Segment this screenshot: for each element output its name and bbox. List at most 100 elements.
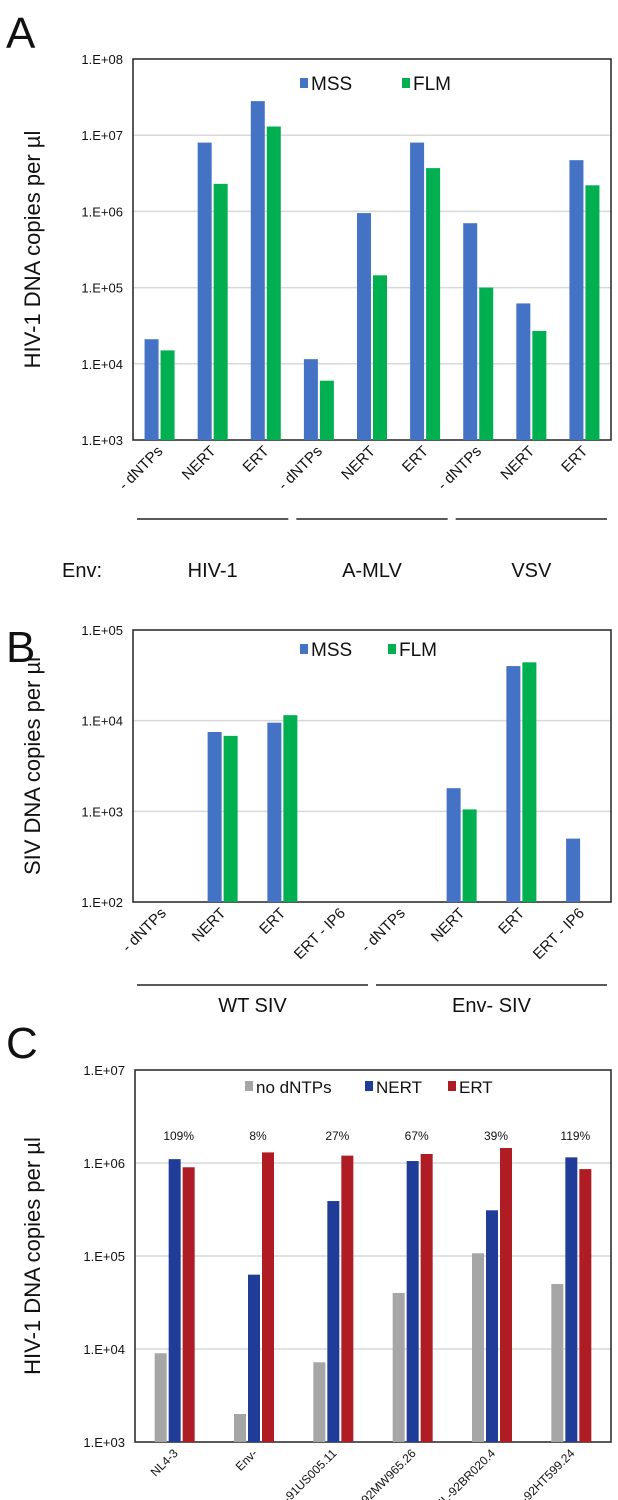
bar-ert [420, 1153, 433, 1442]
bar-flm [160, 350, 175, 440]
bar-no-dntps [154, 1353, 167, 1442]
x-tick-label: NERT [338, 443, 379, 484]
legend-label: MSS [311, 74, 352, 95]
bar-nert [327, 1201, 340, 1442]
bar-ert [341, 1155, 354, 1442]
x-tick-label: - dNTPs [434, 443, 485, 494]
x-tick-label: Env- [233, 1446, 260, 1473]
y-tick-label: 1.E+06 [83, 1156, 125, 1171]
bar-flm [522, 662, 537, 902]
bar-flm [585, 185, 600, 440]
y-tick-label: 1.E+03 [81, 433, 123, 448]
bar-mss [516, 303, 531, 440]
legend-label: FLM [413, 74, 451, 95]
x-tick-label: - dNTPs [275, 443, 326, 494]
x-tick-label: NL-91US005.11 [269, 1446, 339, 1500]
group-prefix-label: Env: [62, 560, 102, 582]
percent-annotation: 39% [484, 1129, 508, 1143]
x-tick-label: NL-92HT599.24 [507, 1446, 578, 1500]
bar-flm [223, 735, 238, 902]
y-tick-label: 1.E+05 [81, 623, 123, 638]
bar-mss [410, 142, 425, 441]
bar-no-dntps [472, 1253, 484, 1442]
x-tick-label: ERT [240, 443, 273, 476]
x-tick-label: NERT [428, 905, 469, 946]
bar-no-dntps [551, 1283, 564, 1442]
x-tick-label: ERT [256, 905, 289, 938]
legend-label: FLM [399, 640, 437, 661]
bar-nert [248, 1274, 260, 1442]
bar-flm [532, 330, 547, 440]
bar-flm [266, 126, 281, 440]
x-tick-label: ERT [399, 443, 432, 476]
y-axis-label: HIV-1 DNA copies per µl [20, 131, 45, 369]
x-tick-label: ERT [558, 443, 591, 476]
plot-frame [132, 58, 612, 441]
x-tick-label: ERT - IP6 [530, 905, 588, 963]
group-label: HIV-1 [188, 560, 238, 582]
plot-frame [132, 629, 612, 903]
group-label: Env- SIV [452, 995, 532, 1017]
bar-flm [283, 715, 298, 902]
panel-letter: A [6, 9, 36, 58]
bar-ert [182, 1167, 195, 1442]
x-tick-label: NERT [189, 905, 230, 946]
y-tick-label: 1.E+04 [83, 1342, 125, 1357]
x-tick-label: - dNTPs [115, 443, 166, 494]
percent-annotation: 8% [249, 1129, 267, 1143]
bar-mss [267, 722, 282, 902]
bar-mss [197, 142, 212, 441]
bar-flm [373, 275, 387, 440]
bar-mss [357, 213, 371, 440]
bar-no-dntps [313, 1362, 326, 1442]
bar-mss [446, 788, 461, 902]
x-tick-label: ERT [495, 905, 528, 938]
bar-ert [500, 1147, 512, 1442]
y-tick-label: 1.E+04 [81, 357, 123, 372]
x-tick-label: NERT [497, 443, 538, 484]
x-tick-label: - dNTPs [358, 905, 409, 956]
bar-ert [579, 1169, 592, 1442]
plot-frame [134, 1069, 612, 1443]
bar-flm [426, 168, 441, 440]
percent-annotation: 109% [163, 1129, 194, 1143]
bar-flm [462, 809, 477, 902]
legend-label: ERT [459, 1078, 493, 1097]
legend-label: no dNTPs [256, 1078, 332, 1097]
y-axis-label: HIV-1 DNA copies per µl [20, 1137, 45, 1375]
bar-mss [207, 731, 222, 902]
bar-mss [250, 101, 265, 440]
bar-mss [463, 223, 478, 440]
legend-swatch [402, 78, 410, 88]
bar-mss [506, 666, 521, 902]
y-axis-label: SIV DNA copies per µl [20, 657, 45, 875]
legend-swatch [388, 644, 396, 654]
bar-no-dntps [234, 1414, 246, 1442]
y-tick-label: 1.E+06 [81, 204, 123, 219]
bar-nert [565, 1157, 578, 1442]
bar-mss [303, 359, 318, 440]
legend-label: MSS [311, 640, 352, 661]
legend-swatch [448, 1081, 456, 1091]
legend-label: NERT [376, 1078, 422, 1097]
y-tick-label: 1.E+05 [83, 1249, 125, 1264]
legend-swatch [300, 644, 308, 654]
y-tick-label: 1.E+07 [81, 128, 123, 143]
y-tick-label: 1.E+03 [81, 804, 123, 819]
bar-flm [319, 380, 334, 440]
y-tick-label: 1.E+04 [81, 714, 123, 729]
bar-flm [479, 287, 494, 440]
bar-nert [406, 1161, 419, 1442]
legend-swatch [300, 78, 308, 88]
group-label: A-MLV [342, 560, 402, 582]
x-tick-label: NL-92BR020.4 [432, 1446, 498, 1500]
bar-mss [566, 838, 581, 902]
y-tick-label: 1.E+08 [81, 52, 123, 67]
group-label: WT SIV [218, 995, 287, 1017]
panel-letter: C [6, 1019, 38, 1068]
bar-nert [168, 1159, 181, 1442]
percent-annotation: 27% [325, 1129, 349, 1143]
panel-letter: B [6, 623, 35, 672]
